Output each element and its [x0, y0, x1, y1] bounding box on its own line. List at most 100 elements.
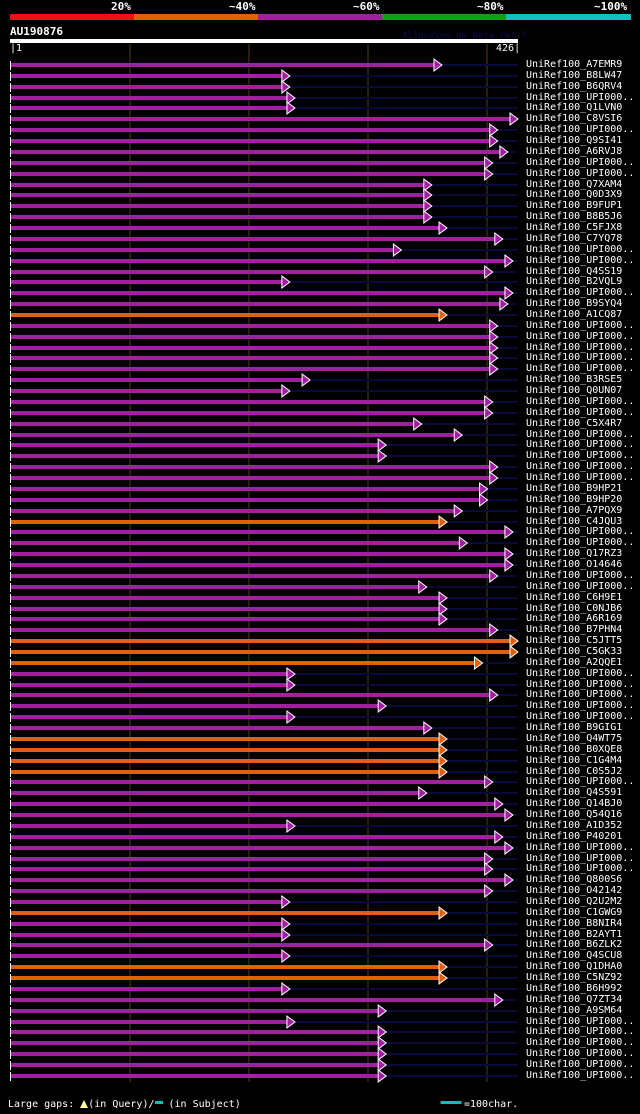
hit-row[interactable] — [10, 971, 518, 985]
hit-bar[interactable] — [11, 291, 506, 295]
hit-name-link[interactable]: UniRef100_A1CQ87 — [526, 309, 623, 320]
hit-row[interactable] — [10, 525, 518, 539]
hit-name-link[interactable]: UniRef100_UPI000.. — [526, 668, 635, 679]
hit-bar[interactable] — [11, 226, 441, 230]
hit-row[interactable] — [10, 602, 518, 616]
hit-row[interactable] — [10, 330, 518, 344]
hit-bar[interactable] — [11, 704, 380, 708]
hit-row[interactable] — [10, 156, 518, 170]
hit-bar[interactable] — [11, 498, 481, 502]
hit-bar[interactable] — [11, 259, 506, 263]
hit-bar[interactable] — [11, 541, 461, 545]
hit-name-link[interactable]: UniRef100_B8NIR4 — [526, 918, 623, 929]
hit-name-link[interactable]: UniRef100_UPI000.. — [526, 439, 635, 450]
hit-name-link[interactable]: UniRef100_UPI000.. — [526, 157, 635, 168]
hit-name-link[interactable]: UniRef100_C4JQU3 — [526, 516, 623, 527]
hit-row[interactable] — [10, 928, 518, 942]
hit-bar[interactable] — [11, 1074, 380, 1078]
hit-name-link[interactable]: UniRef100_Q9SI41 — [526, 135, 623, 146]
hit-bar[interactable] — [11, 943, 486, 947]
hit-row[interactable] — [10, 938, 518, 952]
hit-row[interactable] — [10, 710, 518, 724]
hit-name-link[interactable]: UniRef100_C0S5J2 — [526, 766, 623, 777]
hit-bar[interactable] — [11, 748, 441, 752]
hit-row[interactable] — [10, 612, 518, 626]
hit-bar[interactable] — [11, 639, 511, 643]
hit-row[interactable] — [10, 297, 518, 311]
hit-row[interactable] — [10, 873, 518, 887]
hit-bar[interactable] — [11, 998, 496, 1002]
hit-row[interactable] — [10, 286, 518, 300]
hit-row[interactable] — [10, 515, 518, 529]
hit-name-link[interactable]: UniRef100_A6R169 — [526, 613, 623, 624]
hit-bar[interactable] — [11, 922, 283, 926]
hit-name-link[interactable]: UniRef100_A7EMR9 — [526, 59, 623, 70]
hit-bar[interactable] — [11, 1009, 380, 1013]
hit-bar[interactable] — [11, 693, 491, 697]
hit-name-link[interactable]: UniRef100_UPI000.. — [526, 537, 635, 548]
hit-name-link[interactable]: UniRef100_B3RSE5 — [526, 374, 623, 385]
hit-name-link[interactable]: UniRef100_B9GIG1 — [526, 722, 623, 733]
hit-name-link[interactable]: UniRef100_UPI000.. — [526, 863, 635, 874]
hit-name-link[interactable]: UniRef100_Q4SCU8 — [526, 950, 623, 961]
hit-name-link[interactable]: UniRef100_Q7ZT34 — [526, 994, 623, 1005]
hit-name-link[interactable]: UniRef100_UPI000.. — [526, 255, 635, 266]
hit-row[interactable] — [10, 1069, 518, 1083]
hit-row[interactable] — [10, 406, 518, 420]
hit-bar[interactable] — [11, 552, 506, 556]
hit-name-link[interactable]: UniRef100_B6ZLK2 — [526, 939, 623, 950]
hit-name-link[interactable]: UniRef100_UPI000.. — [526, 570, 635, 581]
hit-row[interactable] — [10, 906, 518, 920]
hit-name-link[interactable]: UniRef100_UPI000.. — [526, 352, 635, 363]
hit-bar[interactable] — [11, 335, 491, 339]
hit-row[interactable] — [10, 232, 518, 246]
hit-name-link[interactable]: UniRef100_C1G4M4 — [526, 755, 623, 766]
hit-row[interactable] — [10, 460, 518, 474]
hit-row[interactable] — [10, 580, 518, 594]
hit-name-link[interactable]: UniRef100_UPI000.. — [526, 842, 635, 853]
hit-name-link[interactable]: UniRef100_UPI000.. — [526, 679, 635, 690]
hit-name-link[interactable]: UniRef100_O14646 — [526, 559, 623, 570]
hit-row[interactable] — [10, 547, 518, 561]
hit-name-link[interactable]: UniRef100_UPI000.. — [526, 689, 635, 700]
hit-bar[interactable] — [11, 74, 283, 78]
hit-bar[interactable] — [11, 987, 283, 991]
hit-name-link[interactable]: UniRef100_UPI000.. — [526, 342, 635, 353]
hit-bar[interactable] — [11, 607, 441, 611]
hit-bar[interactable] — [11, 520, 441, 524]
hit-bar[interactable] — [11, 650, 511, 654]
hit-row[interactable] — [10, 362, 518, 376]
hit-bar[interactable] — [11, 302, 501, 306]
hit-name-link[interactable]: UniRef100_UPI000.. — [526, 700, 635, 711]
hit-bar[interactable] — [11, 1063, 380, 1067]
hit-row[interactable] — [10, 112, 519, 126]
hit-name-link[interactable]: UniRef100_B0XQE8 — [526, 744, 623, 755]
hit-bar[interactable] — [11, 465, 491, 469]
hit-name-link[interactable]: UniRef100_UPI000.. — [526, 526, 635, 537]
hit-row[interactable] — [10, 275, 518, 289]
hit-bar[interactable] — [11, 867, 486, 871]
hit-bar[interactable] — [11, 400, 486, 404]
hit-name-link[interactable]: UniRef100_B8B5J6 — [526, 211, 623, 222]
hit-bar[interactable] — [11, 900, 283, 904]
hit-bar[interactable] — [11, 596, 441, 600]
hit-row[interactable] — [10, 308, 518, 322]
hit-bar[interactable] — [11, 117, 511, 121]
hit-bar[interactable] — [11, 422, 415, 426]
hit-row[interactable] — [10, 765, 518, 779]
hit-bar[interactable] — [11, 193, 425, 197]
hit-bar[interactable] — [11, 563, 506, 567]
hit-bar[interactable] — [11, 791, 420, 795]
hit-row[interactable] — [10, 645, 519, 659]
hit-name-link[interactable]: UniRef100_P40201 — [526, 831, 623, 842]
hit-name-link[interactable]: UniRef100_UPI000.. — [526, 711, 635, 722]
hit-row[interactable] — [10, 319, 518, 333]
hit-row[interactable] — [10, 569, 518, 583]
hit-row[interactable] — [10, 852, 518, 866]
hit-row[interactable] — [10, 754, 518, 768]
hit-name-link[interactable]: UniRef100_UPI000.. — [526, 331, 635, 342]
hit-row[interactable] — [10, 69, 518, 83]
hit-bar[interactable] — [11, 737, 441, 741]
hit-bar[interactable] — [11, 313, 441, 317]
hit-row[interactable] — [10, 949, 518, 963]
